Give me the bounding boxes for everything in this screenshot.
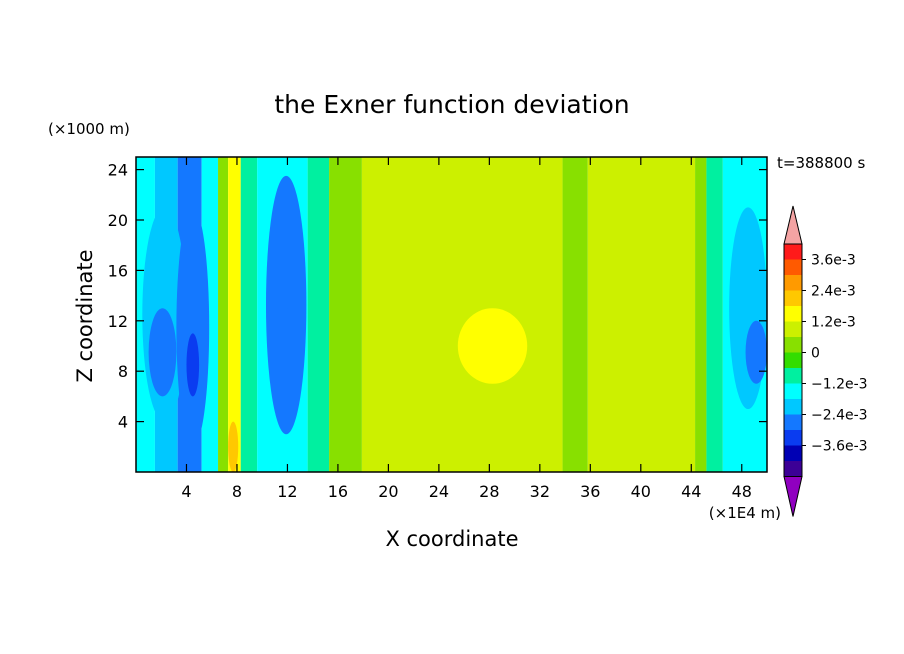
colorbar-label: −3.6e-3 xyxy=(811,439,868,455)
colorbar-swatch xyxy=(784,290,802,306)
colorbar-swatch xyxy=(784,337,802,353)
field-feature-11 xyxy=(745,320,767,384)
field-feature-8 xyxy=(457,308,528,384)
x-tick-label: 36 xyxy=(580,482,600,501)
x-tick-label: 32 xyxy=(530,482,550,501)
x-tick-label: 12 xyxy=(277,482,297,501)
y-tick-label: 20 xyxy=(108,211,128,230)
x-tick-label: 44 xyxy=(681,482,701,501)
y-axis-label: Z coordinate xyxy=(73,249,97,382)
time-label: t=388800 s xyxy=(777,154,865,172)
colorbar-swatch xyxy=(784,244,802,260)
y-tick-label: 16 xyxy=(108,261,128,280)
colorbar-swatch xyxy=(784,368,802,384)
field-feature-2 xyxy=(186,333,200,397)
colorbar: 3.6e-3 2.4e-3 1.2e-3 0 −1.2e-3 −2.4e-3 −3.6e-3 xyxy=(783,205,868,517)
x-tick-label: 48 xyxy=(732,482,752,501)
field-band-9 xyxy=(329,157,362,472)
colorbar-swatch xyxy=(784,259,802,275)
x-axis-label: X coordinate xyxy=(385,527,518,551)
field-band-5 xyxy=(228,157,241,472)
y-unit-label: (×1000 m) xyxy=(48,120,130,138)
colorbar-label: 0 xyxy=(811,346,820,362)
colorbar-swatch xyxy=(784,399,802,415)
x-unit-label: (×1E4 m) xyxy=(709,504,781,522)
colorbar-swatch xyxy=(784,306,802,322)
colorbar-label: −2.4e-3 xyxy=(811,408,868,424)
y-axis: 4 8 12 16 20 24 xyxy=(108,161,767,432)
x-tick-label: 24 xyxy=(429,482,449,501)
field-band-4 xyxy=(218,157,229,472)
x-tick-label: 8 xyxy=(232,482,242,501)
field-feature-1 xyxy=(176,207,210,447)
colorbar-label: −1.2e-3 xyxy=(811,377,868,393)
x-axis: 4 8 12 16 20 24 28 32 36 40 44 48 xyxy=(181,157,752,501)
x-tick-label: 16 xyxy=(328,482,348,501)
x-tick-label: 20 xyxy=(378,482,398,501)
y-tick-label: 12 xyxy=(108,312,128,331)
colorbar-label: 1.2e-3 xyxy=(811,315,856,331)
y-tick-label: 8 xyxy=(118,362,128,381)
y-tick-label: 4 xyxy=(118,413,128,432)
field-band-14 xyxy=(706,157,723,472)
colorbar-swatch xyxy=(784,383,802,399)
field-band-11 xyxy=(562,157,588,472)
x-tick-label: 40 xyxy=(631,482,651,501)
colorbar-swatch xyxy=(784,275,802,291)
colorbar-label: 2.4e-3 xyxy=(811,284,856,300)
colorbar-over-arrow xyxy=(783,205,803,245)
field-feature-7 xyxy=(445,194,547,346)
field-band-8 xyxy=(307,157,330,472)
field-feature-9 xyxy=(596,257,692,435)
colorbar-swatch xyxy=(784,430,802,446)
plot-area xyxy=(136,157,767,472)
x-tick-label: 28 xyxy=(479,482,499,501)
field-band-13 xyxy=(695,157,707,472)
colorbar-label: 3.6e-3 xyxy=(811,253,856,269)
colorbar-swatch xyxy=(784,461,802,477)
x-tick-label: 4 xyxy=(181,482,191,501)
field-feature-6 xyxy=(228,421,239,472)
chart-title: the Exner function deviation xyxy=(274,90,629,119)
colorbar-swatch xyxy=(784,445,802,461)
field-band-6 xyxy=(240,157,258,472)
field-feature-5 xyxy=(277,308,301,409)
colorbar-under-arrow xyxy=(783,476,803,517)
colorbar-swatch xyxy=(784,414,802,430)
y-tick-label: 24 xyxy=(108,161,128,180)
colorbar-swatch xyxy=(784,321,802,337)
plot-frame xyxy=(135,156,768,473)
colorbar-swatch xyxy=(784,352,802,368)
field-feature-3 xyxy=(148,308,177,397)
